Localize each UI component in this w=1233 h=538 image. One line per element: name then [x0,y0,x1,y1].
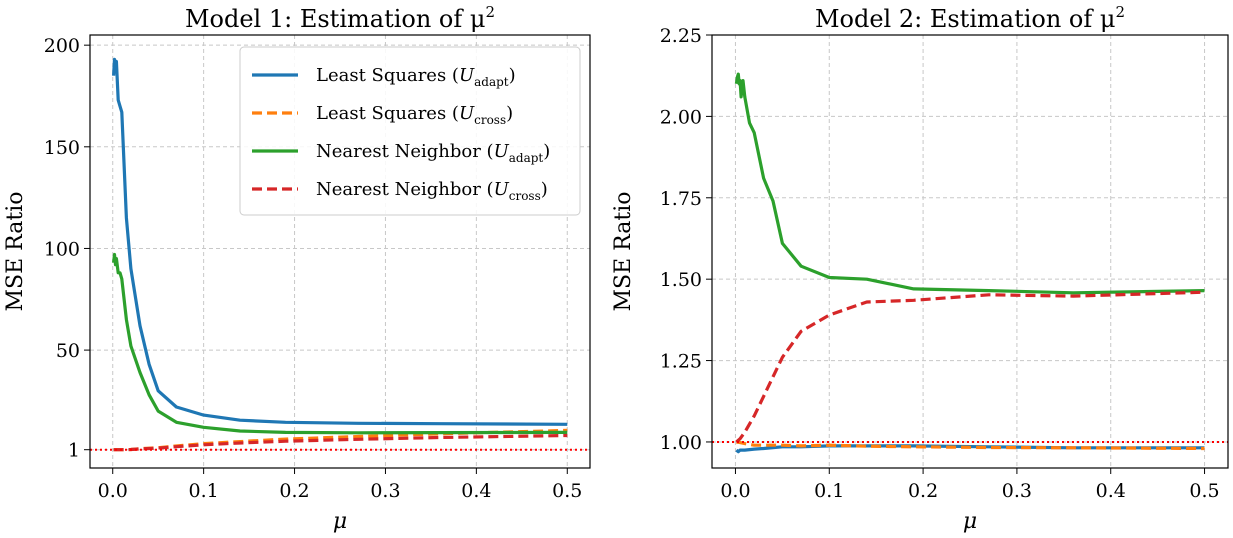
legend-label-symbol: U [494,179,510,200]
series-line-4 [113,433,568,452]
series-group [712,72,1228,454]
x-tick-label: 0.4 [461,480,491,502]
y-tick-label: 1 [68,440,80,462]
legend-label-close: ) [506,103,513,124]
series-line-2 [736,440,1205,451]
x-tick-label: 0.5 [552,480,582,502]
series-group [90,57,590,452]
chart-title-text: Model 2: Estimation of μ [815,5,1116,33]
y-tick-label: 100 [44,238,80,260]
y-tick-label: 2.25 [660,25,702,47]
legend-label: Nearest Neighbor (Uadapt) [316,141,550,165]
y-tick-label: 1.75 [660,188,702,210]
x-tick-label: 0.3 [370,480,400,502]
legend-label-name: Least Squares ( [316,103,459,124]
x-tick-label: 0.5 [1189,480,1219,502]
legend-label-close: ) [541,179,548,200]
y-tick-label: 1.50 [660,269,702,291]
legend-label-subscript: cross [509,189,541,203]
series-line-3 [112,252,568,435]
x-tick-label: 0.4 [1096,480,1126,502]
legend-label: Least Squares (Ucross) [316,103,513,127]
legend-label-symbol: U [459,65,475,86]
series-line-4 [735,290,1205,444]
x-tick-label: 0.2 [279,480,309,502]
legend-label-name: Nearest Neighbor ( [316,141,494,162]
x-tick-label: 0.2 [908,480,938,502]
chart-title: Model 2: Estimation of μ2 [815,3,1125,33]
legend-label: Least Squares (Uadapt) [316,65,516,89]
legend-label-subscript: adapt [509,151,544,165]
legend-label-symbol: U [459,103,475,124]
legend-label: Nearest Neighbor (Ucross) [316,179,548,203]
chart-title: Model 1: Estimation of μ2 [185,3,495,33]
legend-label-name: Nearest Neighbor ( [316,179,494,200]
y-tick-label: 1.25 [660,351,702,373]
legend-label-subscript: adapt [474,75,509,89]
y-axis-label: MSE Ratio [611,192,636,312]
x-tick-label: 0.3 [1002,480,1032,502]
x-tick-label: 0.1 [189,480,219,502]
legend-label-name: Least Squares ( [316,65,459,86]
legend: Least Squares (Uadapt)Least Squares (Ucr… [239,46,581,216]
y-tick-label: 200 [44,35,80,57]
x-tick-label: 0.0 [720,480,750,502]
y-tick-label: 150 [44,137,80,159]
chart-title-text: Model 1: Estimation of μ [185,5,486,33]
plot-frame [711,34,1229,469]
legend-label-close: ) [509,65,516,86]
y-tick-label: 1.00 [660,432,702,454]
x-tick-label: 0.0 [98,480,128,502]
x-axis-label: μ [333,509,347,534]
y-tick-label: 2.00 [660,106,702,128]
series-line-3 [734,72,1205,295]
y-tick-label: 50 [56,340,80,362]
x-axis-label: μ [963,509,977,534]
x-tick-label: 0.1 [814,480,844,502]
legend-label-symbol: U [494,141,510,162]
chart-panel-2: 0.0 0.1 0.2 0.3 0.4 0.5 1.00 1.25 1.50 1.75 2.00 2.… [611,3,1229,534]
chart-title-superscript: 2 [1115,3,1125,21]
legend-label-close: ) [543,141,550,162]
legend-box [239,46,581,216]
series-line-1 [112,57,568,426]
plot-frame [89,34,591,469]
legend-label-subscript: cross [474,113,506,127]
chart-title-superscript: 2 [485,3,495,21]
y-axis-label: MSE Ratio [3,192,28,312]
